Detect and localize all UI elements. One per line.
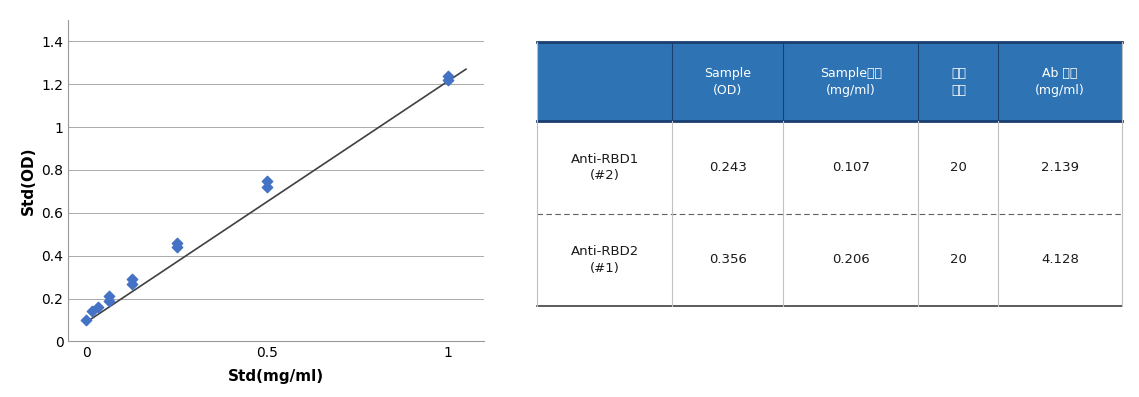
- Text: 0.356: 0.356: [708, 253, 746, 266]
- Bar: [918, 121, 999, 214]
- Point: [259, 177, 277, 184]
- Bar: [672, 214, 782, 306]
- Bar: [918, 214, 999, 306]
- X-axis label: Std(mg/ml): Std(mg/ml): [228, 368, 325, 384]
- Bar: [536, 214, 672, 306]
- Point: [83, 308, 101, 314]
- Bar: [782, 121, 918, 214]
- Point: [167, 244, 186, 250]
- Point: [259, 184, 277, 190]
- Point: [89, 304, 107, 310]
- Text: 0.206: 0.206: [831, 253, 870, 266]
- Bar: [672, 121, 782, 214]
- Point: [100, 293, 118, 300]
- Bar: [672, 42, 782, 121]
- Text: 20: 20: [950, 253, 967, 266]
- Point: [123, 280, 141, 287]
- Text: Sample
(OD): Sample (OD): [704, 67, 751, 96]
- Bar: [782, 42, 918, 121]
- Bar: [782, 214, 918, 306]
- Text: Sample농도
(mg/ml): Sample농도 (mg/ml): [820, 67, 882, 96]
- Text: Anti-RBD2
(#1): Anti-RBD2 (#1): [571, 245, 639, 275]
- Y-axis label: Std(OD): Std(OD): [21, 146, 36, 215]
- Bar: [999, 42, 1122, 121]
- Text: Ab 농도
(mg/ml): Ab 농도 (mg/ml): [1035, 67, 1085, 96]
- Point: [123, 276, 141, 282]
- Text: Anti-RBD1
(#2): Anti-RBD1 (#2): [571, 153, 639, 182]
- Point: [439, 72, 457, 79]
- Bar: [918, 42, 999, 121]
- Bar: [536, 121, 672, 214]
- Text: 2.139: 2.139: [1041, 161, 1079, 174]
- Text: 0.243: 0.243: [708, 161, 746, 174]
- Bar: [536, 42, 672, 121]
- Point: [167, 240, 186, 246]
- Text: 20: 20: [950, 161, 967, 174]
- Text: 0.107: 0.107: [831, 161, 870, 174]
- Point: [77, 317, 96, 323]
- Point: [100, 297, 118, 304]
- Bar: [999, 121, 1122, 214]
- Text: 4.128: 4.128: [1041, 253, 1079, 266]
- Point: [439, 77, 457, 83]
- Bar: [999, 214, 1122, 306]
- Text: 희석
배수: 희석 배수: [951, 67, 966, 96]
